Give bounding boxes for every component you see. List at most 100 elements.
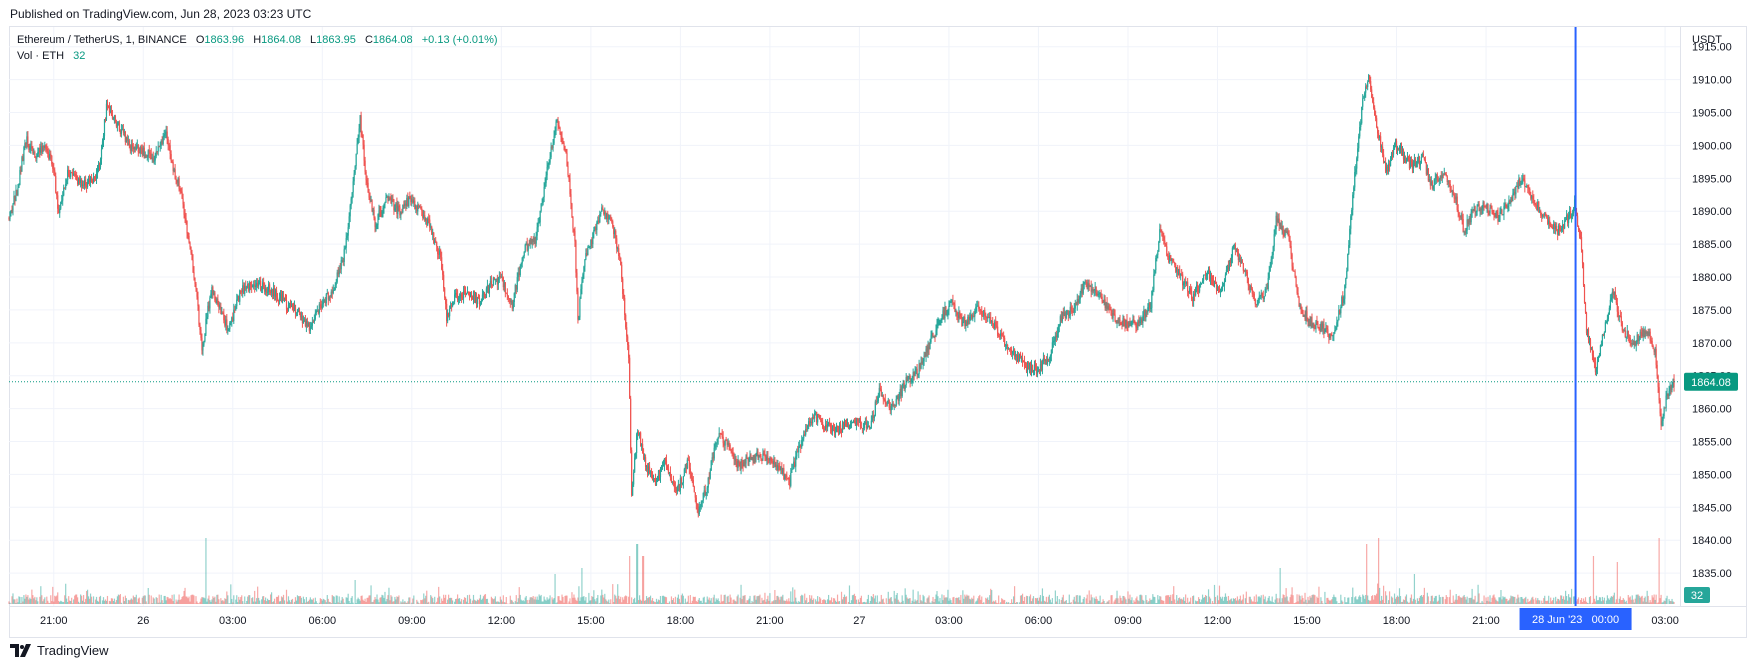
candle-body [1538,201,1540,213]
candle-body [236,299,238,307]
volume-bar [132,595,134,604]
candle-body [1106,302,1108,309]
candle-body [575,241,577,273]
candle-body [47,151,49,155]
volume-bar [880,594,882,604]
volume-bar [559,600,561,604]
candle-body [1366,86,1368,88]
volume-bar [119,594,121,604]
candle-body [1303,315,1305,317]
volume-bar [300,597,303,604]
candle-body [944,306,946,319]
candle-body [867,425,869,427]
candle-body [1583,284,1586,303]
candle-body [24,143,26,148]
candle-body [159,145,161,147]
volume-bar [406,603,408,604]
candle-body [1252,293,1254,295]
volume-bar [948,600,950,604]
candle-body [209,297,211,309]
candle-body [1268,271,1270,278]
volume-bar [724,594,726,604]
volume-bar [337,602,339,604]
candle-body [658,470,661,478]
chart-frame[interactable]: 1835.001840.001845.001850.001855.001860.… [0,26,1755,638]
candle-body [96,168,99,174]
candle-body [985,314,987,318]
volume-bar [1497,601,1499,604]
candle-body [405,203,407,206]
candle-body [1402,150,1405,160]
candle-body [1597,355,1600,362]
candle-body [265,288,267,292]
volume-bar [654,602,657,604]
volume-bar [476,599,479,604]
volume-bar [362,599,364,604]
volume-bar [1209,598,1212,604]
volume-bar [130,598,132,604]
volume-bar [514,601,516,604]
candle-body [77,180,79,185]
candle-body [1475,211,1477,213]
candle-body [1539,211,1541,213]
candle-body [860,426,863,429]
candle-body [643,457,646,460]
candle-body [1248,285,1250,290]
volume-bar [742,595,744,604]
candle-body [593,229,595,234]
volume-bar [1493,594,1495,604]
volume-bar [323,599,325,604]
volume-bar [289,602,292,604]
candle-body [1008,348,1010,350]
candle-body [71,172,73,174]
volume-bar [1358,596,1360,604]
candle-body [745,456,747,464]
candle-body [1026,366,1029,372]
candle-body [1554,223,1556,229]
volume-bar [1016,602,1019,604]
volume-bar [1632,599,1634,604]
candle-body [927,346,929,353]
candle-body [1619,315,1621,317]
candle-body [173,169,175,171]
candle-body [507,295,509,299]
candle-body [542,197,544,203]
volume-bar [767,595,769,604]
candle-body [1501,210,1503,215]
candle-body [1375,115,1377,119]
volume-bar [1176,595,1178,604]
volume-bar [1341,600,1343,604]
candle-body [1381,146,1383,148]
candle-body [671,481,674,483]
volume-bar [1215,603,1218,604]
candle-body [33,152,35,154]
volume-bar [1074,601,1076,604]
candle-body [1624,330,1626,338]
volume-bar [1184,600,1186,604]
volume-bar [986,598,988,604]
volume-bar [280,596,283,604]
candle-body [1352,194,1354,210]
candle-body [298,309,301,313]
candle-body [355,153,357,167]
candle-body [637,431,639,435]
candle-body [43,145,45,148]
candle-body [588,246,590,248]
candle-body [1142,315,1144,323]
candle-body [1091,289,1093,292]
volume-bar [459,601,462,604]
volume-bar [1661,602,1663,604]
candle-body [700,502,702,507]
candle-body [1117,320,1119,324]
candle-body [1205,274,1208,276]
volume-bar [838,601,841,604]
volume-bar [1101,602,1103,604]
candle-body [942,310,944,319]
volume-bar [65,583,67,604]
volume-bar [1619,596,1621,604]
candle-body [517,272,519,278]
volume-bar [1541,600,1543,604]
candle-body [624,297,626,315]
volume-bar [433,602,435,604]
candle-body [607,213,609,220]
